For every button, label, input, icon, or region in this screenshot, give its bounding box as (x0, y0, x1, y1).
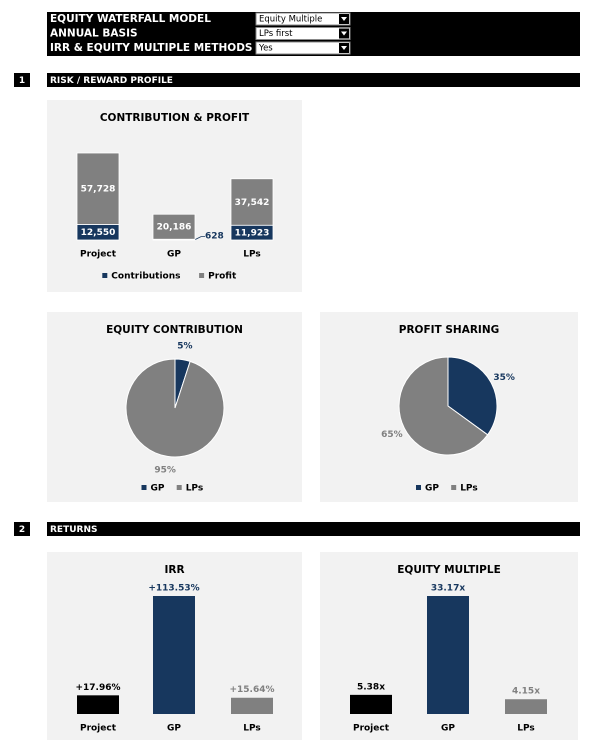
bar (77, 695, 119, 714)
legend-label: GP (151, 484, 165, 494)
chart-title: EQUITY MULTIPLE (397, 564, 501, 576)
legend-swatch (416, 485, 421, 490)
data-label: 5.38x (357, 682, 385, 692)
legend-label: Profit (208, 272, 237, 282)
bar-segment (76, 152, 120, 225)
legend-label: GP (425, 484, 439, 494)
section-bar (47, 73, 580, 87)
dropdown-value: Equity Multiple (259, 15, 322, 25)
setting-label: EQUITY WATERFALL MODEL (50, 13, 211, 25)
section-title: RETURNS (50, 525, 97, 535)
legend-swatch (199, 273, 205, 278)
data-label: 20,186 (157, 223, 192, 233)
bar (231, 697, 273, 714)
data-label: 12,550 (81, 228, 116, 238)
x-tick-label: GP (167, 250, 181, 260)
x-tick-label: Project (80, 250, 117, 260)
dropdown[interactable] (255, 41, 351, 55)
data-label: 4.15x (512, 687, 540, 697)
data-label: 33.17x (431, 584, 465, 594)
bar (153, 596, 195, 714)
data-label: +113.53% (148, 584, 199, 594)
legend-label: LPs (186, 484, 204, 494)
pie-slice (447, 356, 498, 436)
legend-swatch (451, 485, 457, 490)
chart-title: CONTRIBUTION & PROFIT (100, 112, 250, 124)
data-label: 57,728 (81, 185, 116, 195)
chart-title: IRR (164, 564, 184, 576)
data-label: 628 (205, 232, 224, 242)
section-number-box (14, 522, 30, 536)
data-label: 11,923 (235, 229, 270, 239)
dropdown-value: Yes (258, 44, 273, 54)
dropdown[interactable] (255, 12, 351, 26)
leader-line (194, 236, 205, 240)
setting-label: IRR & EQUITY MULTIPLE METHODS (50, 42, 252, 54)
x-tick-label: Project (353, 724, 390, 734)
section-bar (47, 522, 580, 536)
x-tick-label: LPs (517, 724, 535, 734)
dropdown-arrow (341, 31, 347, 36)
bar-segment (230, 178, 274, 226)
data-label: +15.64% (229, 685, 274, 695)
section-title: RISK / REWARD PROFILE (50, 76, 173, 86)
x-tick-label: Project (80, 724, 117, 734)
data-label: 95% (154, 466, 176, 476)
dropdown-value: LPs first (259, 29, 293, 39)
data-label: 35% (493, 373, 515, 383)
x-tick-label: LPs (243, 724, 261, 734)
x-tick-label: GP (167, 724, 181, 734)
pie-slice (125, 358, 225, 458)
dropdown[interactable] (255, 27, 351, 40)
legend-label: Contributions (111, 272, 180, 282)
dropdown-arrow (341, 46, 347, 50)
bar-segment (152, 213, 196, 240)
legend-swatch (141, 485, 147, 490)
section-number: 2 (19, 525, 25, 535)
setting-label: ANNUAL BASIS (50, 28, 138, 40)
x-tick-label: LPs (243, 250, 261, 260)
pie-slice (398, 356, 489, 456)
bar (350, 694, 392, 714)
bar (505, 699, 547, 714)
legend-swatch (176, 485, 182, 490)
data-label: 5% (177, 341, 192, 351)
section-number: 1 (19, 76, 25, 86)
section-number-box (14, 73, 30, 87)
chart-title: PROFIT SHARING (399, 324, 499, 336)
legend-swatch (102, 273, 108, 278)
data-label: +17.96% (75, 683, 120, 693)
x-tick-label: GP (441, 724, 455, 734)
dropdown-arrow (341, 17, 347, 21)
data-label: 37,542 (235, 198, 270, 208)
data-label: 65% (381, 430, 403, 440)
bar (427, 596, 469, 714)
chart-title: EQUITY CONTRIBUTION (106, 324, 243, 336)
legend-label: LPs (460, 484, 478, 494)
